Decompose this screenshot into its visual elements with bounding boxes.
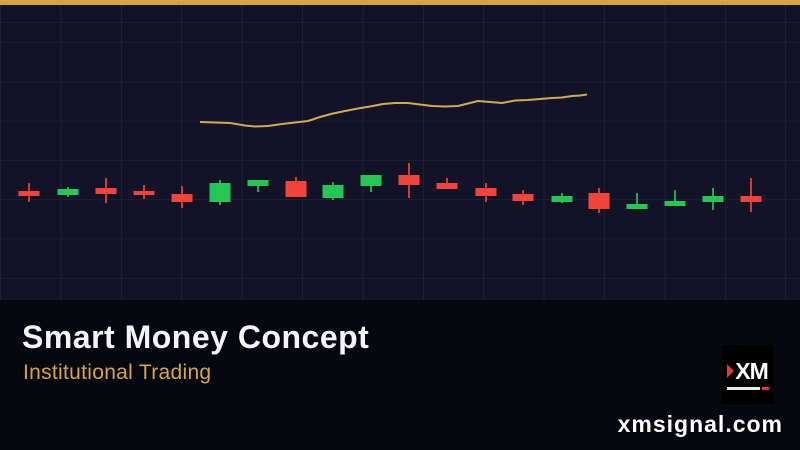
xm-logo-text: XM — [735, 357, 768, 384]
website-text: xmsignal.com — [617, 411, 783, 437]
caption-panel — [0, 300, 800, 450]
page-subtitle: Institutional Trading — [23, 361, 212, 384]
top-accent-bar — [0, 0, 800, 5]
candlestick-chart-area — [0, 5, 800, 300]
xm-logo-underline — [726, 386, 769, 390]
page-title: Smart Money Concept — [22, 319, 370, 355]
play-triangle-icon — [727, 364, 735, 378]
underline-white-bar — [726, 386, 760, 390]
xm-logo: XM — [722, 345, 773, 404]
xm-logo-row: XM — [727, 357, 769, 384]
underline-red-bar — [761, 386, 769, 390]
